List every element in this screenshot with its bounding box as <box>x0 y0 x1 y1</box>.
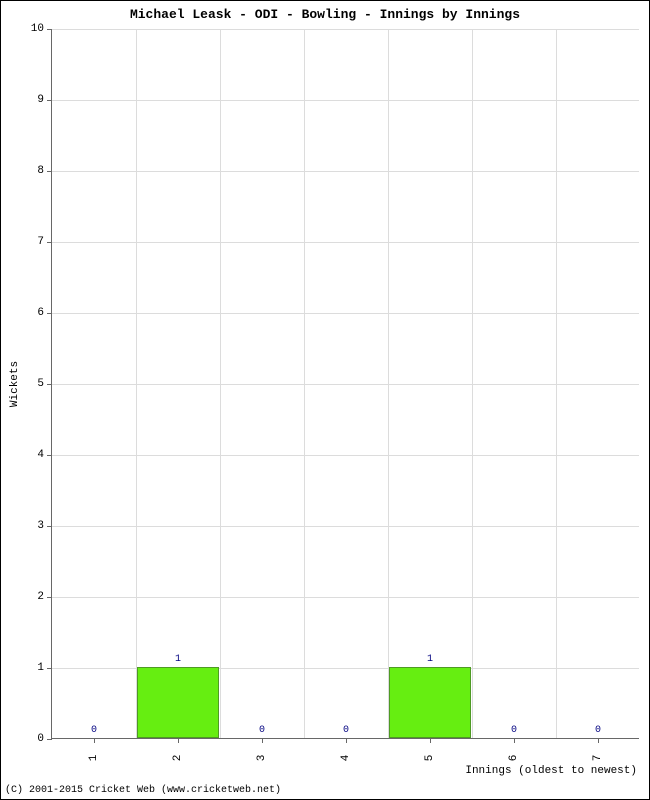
gridline-v <box>556 29 557 738</box>
gridline-h <box>52 455 639 456</box>
xtick-mark <box>514 738 515 743</box>
ytick-label: 0 <box>37 733 44 745</box>
ytick-label: 7 <box>37 236 44 248</box>
bar <box>137 667 219 738</box>
gridline-h <box>52 313 639 314</box>
ytick-label: 3 <box>37 520 44 532</box>
bar-value-label: 0 <box>259 725 265 736</box>
ytick-label: 2 <box>37 591 44 603</box>
gridline-v <box>220 29 221 738</box>
x-axis-label: Innings (oldest to newest) <box>465 765 637 777</box>
ytick-mark <box>47 242 52 243</box>
xtick-label: 2 <box>172 755 184 762</box>
ytick-mark <box>47 384 52 385</box>
ytick-label: 1 <box>37 662 44 674</box>
ytick-mark <box>47 668 52 669</box>
bar-value-label: 0 <box>595 725 601 736</box>
xtick-mark <box>598 738 599 743</box>
gridline-h <box>52 29 639 30</box>
gridline-h <box>52 597 639 598</box>
ytick-mark <box>47 597 52 598</box>
chart-container: Michael Leask - ODI - Bowling - Innings … <box>0 0 650 800</box>
gridline-v <box>136 29 137 738</box>
ytick-mark <box>47 171 52 172</box>
copyright-text: (C) 2001-2015 Cricket Web (www.cricketwe… <box>5 785 281 796</box>
gridline-h <box>52 384 639 385</box>
chart-title: Michael Leask - ODI - Bowling - Innings … <box>1 7 649 22</box>
ytick-mark <box>47 100 52 101</box>
xtick-label: 6 <box>508 755 520 762</box>
ytick-label: 5 <box>37 378 44 390</box>
xtick-mark <box>94 738 95 743</box>
xtick-label: 3 <box>256 755 268 762</box>
gridline-v <box>304 29 305 738</box>
xtick-mark <box>178 738 179 743</box>
gridline-v <box>472 29 473 738</box>
xtick-mark <box>262 738 263 743</box>
y-axis-label: Wickets <box>9 361 21 407</box>
ytick-mark <box>47 739 52 740</box>
ytick-label: 10 <box>31 23 44 35</box>
bar-value-label: 0 <box>343 725 349 736</box>
gridline-h <box>52 242 639 243</box>
xtick-label: 4 <box>340 755 352 762</box>
ytick-label: 9 <box>37 94 44 106</box>
bar-value-label: 1 <box>427 654 433 665</box>
plot-area: 01234567891012345670100100 <box>51 29 639 739</box>
bar <box>389 667 471 738</box>
gridline-h <box>52 171 639 172</box>
ytick-mark <box>47 526 52 527</box>
xtick-label: 7 <box>592 755 604 762</box>
xtick-mark <box>346 738 347 743</box>
gridline-v <box>388 29 389 738</box>
gridline-h <box>52 526 639 527</box>
ytick-mark <box>47 313 52 314</box>
ytick-label: 6 <box>37 307 44 319</box>
bar-value-label: 0 <box>91 725 97 736</box>
gridline-h <box>52 100 639 101</box>
bar-value-label: 0 <box>511 725 517 736</box>
xtick-mark <box>430 738 431 743</box>
xtick-label: 1 <box>88 755 100 762</box>
xtick-label: 5 <box>424 755 436 762</box>
ytick-label: 8 <box>37 165 44 177</box>
ytick-mark <box>47 29 52 30</box>
ytick-mark <box>47 455 52 456</box>
bar-value-label: 1 <box>175 654 181 665</box>
ytick-label: 4 <box>37 449 44 461</box>
